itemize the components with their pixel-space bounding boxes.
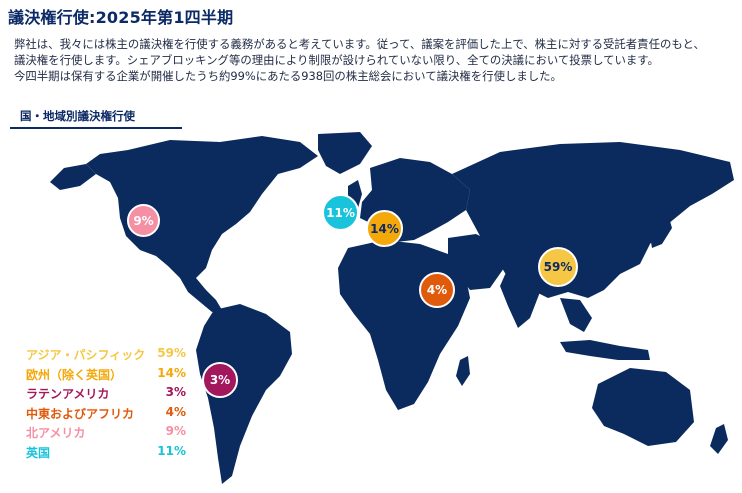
legend-item-uk: 英国 11% [26, 444, 186, 464]
legend-label: ラテンアメリカ [26, 387, 110, 401]
bubble-north-america-value: 9% [133, 213, 154, 228]
landmass-south-america [196, 304, 292, 484]
bubble-europe-value: 14% [370, 221, 399, 236]
bubble-asia-pacific-value: 59% [543, 260, 573, 274]
legend-value: 59% [157, 346, 186, 360]
landmass-madagascar [456, 356, 470, 386]
legend-label: 欧州（除く英国） [26, 367, 123, 382]
landmass-india [500, 268, 540, 328]
legend-value: 3% [165, 385, 186, 399]
intro-line-3: 今四半期は保有する企業が開催したうち約99%にあたる938回の株主総会において議… [14, 69, 562, 83]
legend-label: 英国 [26, 445, 51, 460]
intro-text: 弊社は、我々には株主の議決権を行使する義務があると考えています。従って、議案を評… [14, 36, 736, 84]
bubble-latin-america: 3% [202, 362, 238, 398]
bubble-middle-east-africa: 4% [419, 272, 455, 308]
landmass-central-america [180, 278, 222, 312]
landmass-southeast-asia [560, 298, 592, 332]
landmass-greenland [318, 132, 372, 174]
legend-value: 11% [157, 443, 186, 458]
bubble-middle-east-africa-value: 4% [426, 283, 448, 297]
landmass-indonesia [560, 340, 650, 360]
legend: アジア・パシフィック 59% 欧州（除く英国） 14% ラテンアメリカ 3% 中… [26, 346, 186, 463]
section-heading: 国・地域別議決権行使 [10, 107, 182, 129]
bubble-uk: 11% [322, 194, 359, 231]
page-title: 議決権行使:2025年第1四半期 [8, 8, 234, 27]
legend-item-latin-america: ラテンアメリカ 3% [26, 385, 186, 405]
legend-label: 中東およびアフリカ [26, 406, 135, 421]
landmass-japan [650, 214, 672, 248]
bubble-latin-america-value: 3% [209, 373, 231, 387]
legend-label: アジア・パシフィック [26, 348, 146, 362]
bubble-north-america: 9% [127, 204, 160, 237]
world-map-svg [50, 132, 734, 484]
legend-value: 14% [157, 365, 186, 380]
legend-value: 9% [165, 424, 186, 438]
section-heading-label: 国・地域別議決権行使 [20, 109, 135, 123]
intro-line-2: 議決権を行使します。シェアブロッキング等の理由により制限が設けられていない限り、… [14, 53, 659, 67]
landmass-asia [452, 142, 734, 298]
landmass-north-america [86, 136, 318, 278]
legend-label: 北アメリカ [26, 426, 86, 440]
legend-item-europe: 欧州（除く英国） 14% [26, 366, 186, 386]
landmass-australia [592, 368, 694, 446]
legend-item-asia-pacific: アジア・パシフィック 59% [26, 346, 186, 366]
bubble-uk-value: 11% [326, 205, 355, 220]
bubble-asia-pacific: 59% [538, 247, 578, 287]
landmass-new-zealand [710, 424, 728, 454]
bubble-europe: 14% [366, 210, 403, 247]
landmass-alaska [50, 164, 96, 190]
world-map: 9% 11% 14% 4% 59% 3% [0, 128, 742, 493]
intro-line-1: 弊社は、我々には株主の議決権を行使する義務があると考えています。従って、議案を評… [14, 37, 705, 51]
legend-item-north-america: 北アメリカ 9% [26, 424, 186, 444]
legend-value: 4% [165, 404, 186, 419]
landmass-africa [338, 240, 470, 410]
legend-item-middle-east-africa: 中東およびアフリカ 4% [26, 405, 186, 425]
